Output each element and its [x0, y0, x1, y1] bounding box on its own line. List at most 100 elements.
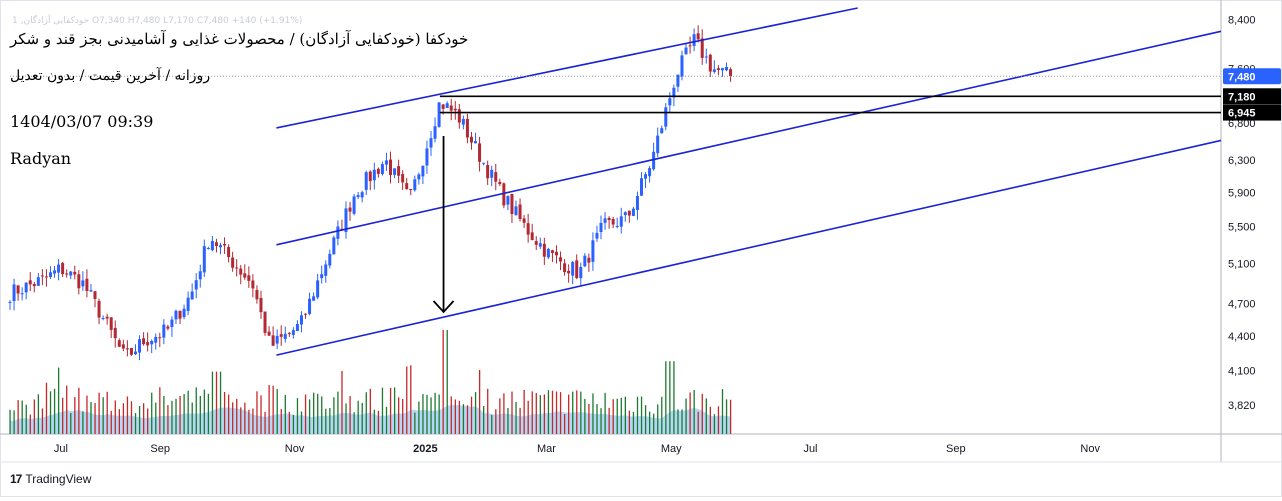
- volume-bar: [106, 391, 108, 434]
- volume-bar: [66, 385, 68, 434]
- volume-bar: [673, 361, 675, 434]
- candle-body: [660, 128, 664, 134]
- y-tick-label: 8,400: [1228, 15, 1256, 27]
- candle-body: [445, 103, 449, 109]
- volume-bar: [657, 404, 659, 434]
- channel-line-middle: [276, 30, 1222, 246]
- x-tick-label: Nov: [1080, 443, 1100, 455]
- volume-bar: [547, 390, 550, 434]
- volume-bar: [49, 391, 52, 434]
- candle-body: [457, 109, 461, 123]
- volume-bar: [410, 365, 412, 434]
- candle-body: [506, 196, 510, 205]
- volume-bar: [114, 400, 116, 434]
- volume-bar: [151, 392, 153, 434]
- volume-bar: [685, 398, 687, 434]
- candle-body: [348, 207, 352, 212]
- volume-bar: [41, 408, 44, 434]
- volume-bar: [495, 409, 497, 434]
- candle-body: [360, 192, 364, 198]
- candle-body: [376, 168, 380, 174]
- candle-body: [113, 327, 117, 339]
- volume-bar: [37, 394, 40, 434]
- candle-body: [65, 273, 69, 275]
- volume-bar: [292, 414, 295, 434]
- candle-body: [599, 222, 603, 233]
- candle-body: [186, 297, 190, 311]
- candle-body: [465, 118, 469, 138]
- volume-bar: [559, 392, 562, 434]
- candle-body: [170, 319, 174, 327]
- candle-body: [676, 74, 680, 87]
- candle-body: [700, 38, 704, 58]
- volume-bar: [280, 409, 282, 434]
- volume-bar: [681, 409, 683, 434]
- candle-body: [498, 181, 502, 185]
- candle-body: [28, 280, 32, 285]
- volume-bar: [543, 394, 546, 434]
- candle-body: [441, 104, 445, 109]
- channel-line-lower: [276, 139, 1222, 356]
- candle-body: [117, 340, 121, 347]
- candle-body: [648, 168, 652, 177]
- candle-body: [631, 208, 635, 216]
- candle-body: [623, 212, 627, 216]
- volume-bar: [252, 408, 254, 434]
- candle-body: [89, 290, 93, 292]
- volume-bar: [167, 405, 169, 434]
- y-tick-label: 6,800: [1228, 118, 1256, 130]
- volume-bar: [665, 361, 667, 434]
- candle-body: [154, 336, 158, 343]
- tradingview-logo[interactable]: 17 TradingView: [10, 472, 91, 486]
- candle-body: [401, 174, 405, 183]
- candle-body: [494, 172, 498, 182]
- volume-bar: [620, 397, 622, 434]
- x-tick-label: May: [661, 443, 682, 455]
- volume-bar: [268, 385, 270, 434]
- volume-bar: [207, 393, 210, 434]
- volume-bar: [539, 395, 541, 434]
- candle-body: [271, 335, 275, 346]
- volume-bar: [604, 392, 606, 434]
- volume-bar: [163, 396, 165, 434]
- candle-body: [20, 293, 24, 295]
- volume-bar: [503, 393, 505, 434]
- candle-body: [206, 247, 210, 249]
- candle-body: [397, 166, 401, 176]
- candle-body: [283, 333, 287, 339]
- volume-bar: [276, 389, 278, 434]
- x-tick-label: Nov: [285, 443, 305, 455]
- volume-bar: [398, 397, 400, 434]
- volume-bar: [304, 394, 307, 434]
- candle-body: [356, 195, 360, 198]
- candle-body: [320, 274, 324, 279]
- candle-body: [627, 210, 631, 216]
- volume-bar: [584, 398, 586, 434]
- arrow-head: [432, 300, 455, 314]
- candle-body: [227, 247, 231, 258]
- candle-body: [522, 218, 526, 223]
- volume-bar: [78, 387, 80, 434]
- volume-bar: [195, 387, 197, 434]
- candle-body: [563, 263, 567, 273]
- candle-body: [146, 342, 150, 346]
- candle-body: [575, 260, 579, 279]
- x-tick-label: Sep: [946, 443, 966, 455]
- candle-body: [672, 87, 676, 98]
- y-tick-label: 5,100: [1228, 259, 1256, 271]
- candle-body: [275, 335, 279, 344]
- volume-bar: [57, 367, 60, 434]
- volume-bar: [426, 394, 428, 434]
- candle-body: [57, 264, 61, 273]
- candle-body: [198, 271, 202, 280]
- candle-body: [267, 331, 271, 336]
- volume-bar: [187, 390, 189, 434]
- candle-body: [308, 298, 312, 314]
- y-tick-label: 6,300: [1228, 155, 1256, 167]
- volume-bar: [215, 371, 218, 434]
- volume-bar: [669, 361, 671, 434]
- volume-bar: [341, 370, 343, 434]
- volume-bar: [248, 409, 250, 434]
